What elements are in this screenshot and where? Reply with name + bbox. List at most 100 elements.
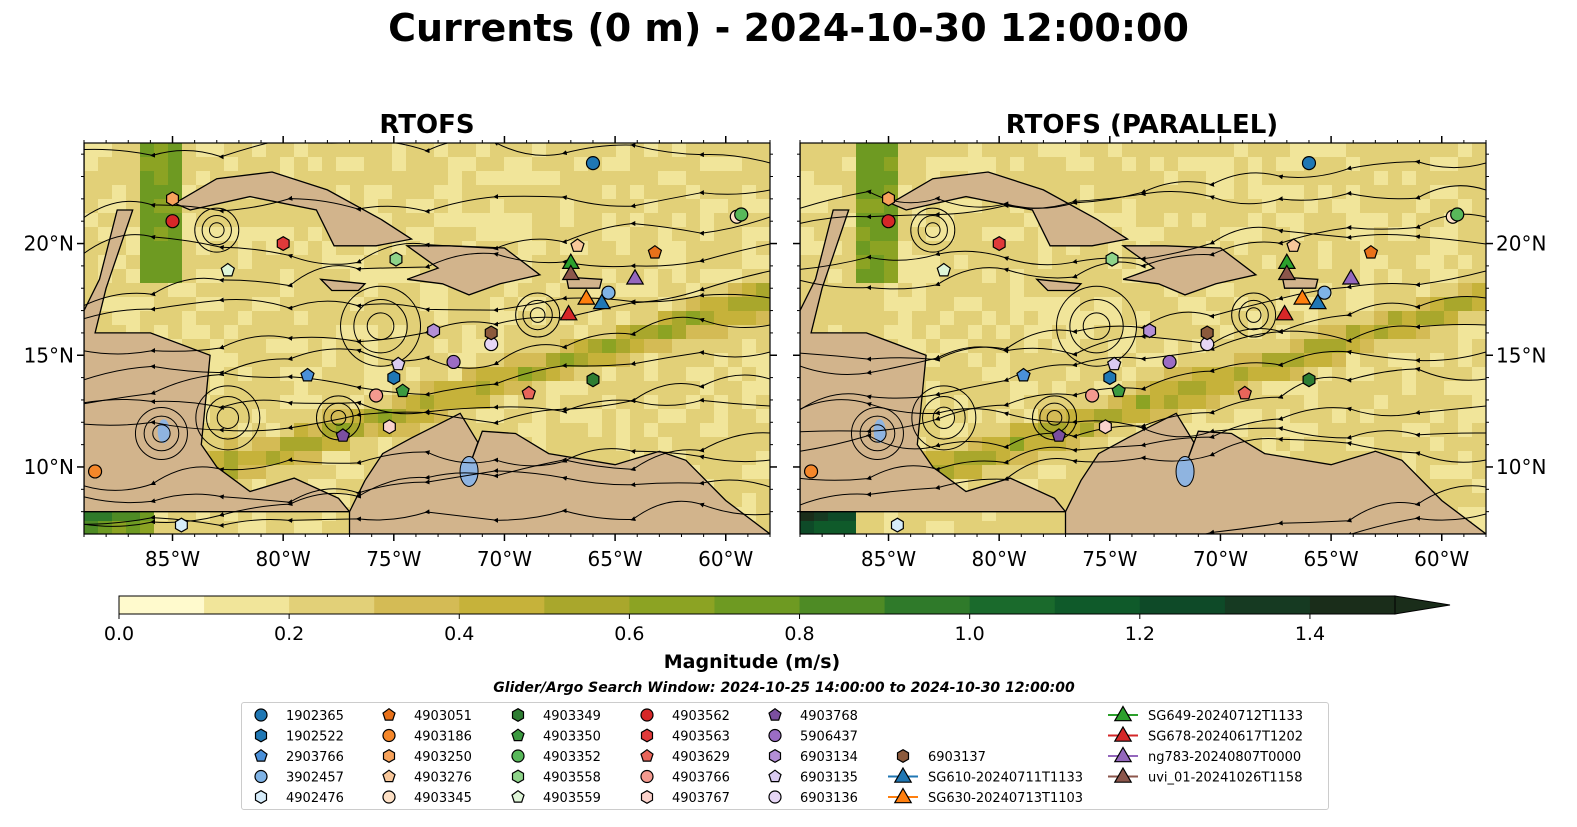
magnitude-cell: [280, 381, 295, 396]
eddy-streamline: [911, 385, 977, 451]
magnitude-cell: [1332, 213, 1347, 228]
magnitude-cell: [898, 269, 913, 284]
magnitude-cell: [602, 255, 617, 270]
magnitude-cell: [364, 283, 379, 298]
magnitude-cell: [602, 311, 617, 326]
magnitude-cell: [1164, 213, 1179, 228]
magnitude-cell: [448, 339, 463, 354]
magnitude-cell: [1066, 325, 1081, 340]
magnitude-cell: [940, 325, 955, 340]
magnitude-cell: [1402, 157, 1417, 172]
magnitude-cell: [630, 381, 645, 396]
magnitude-cell: [756, 269, 770, 284]
magnitude-cell: [954, 367, 969, 382]
legend-entry: 4903766: [640, 769, 730, 786]
magnitude-cell: [800, 171, 815, 186]
magnitude-cell: [1220, 395, 1235, 410]
magnitude-cell: [196, 269, 211, 284]
magnitude-cell: [1066, 297, 1081, 312]
magnitude-cell: [926, 143, 941, 158]
magnitude-cell: [1024, 311, 1039, 326]
magnitude-cell: [462, 311, 477, 326]
magnitude-cell: [546, 199, 561, 214]
magnitude-cell: [1290, 213, 1305, 228]
magnitude-cell: [1010, 325, 1025, 340]
lake-maracaibo: [459, 455, 479, 487]
magnitude-cell: [252, 339, 267, 354]
magnitude-cell: [1430, 479, 1445, 494]
magnitude-cell: [1094, 143, 1109, 158]
magnitude-cell: [1444, 311, 1459, 326]
magnitude-cell: [756, 367, 770, 382]
legend-entry: 1902522: [254, 728, 344, 745]
magnitude-cell: [1304, 143, 1319, 158]
magnitude-cell: [406, 297, 421, 312]
legend-entry: 3902457: [254, 769, 344, 786]
magnitude-cell: [1388, 381, 1403, 396]
magnitude-cell: [686, 269, 701, 284]
magnitude-cell: [182, 269, 197, 284]
streamline: [84, 397, 770, 433]
magnitude-cell: [814, 213, 829, 228]
magnitude-cell: [842, 241, 857, 256]
magnitude-cell: [714, 241, 729, 256]
magnitude-cell: [294, 311, 309, 326]
magnitude-cell: [658, 367, 673, 382]
magnitude-cell: [616, 283, 631, 298]
magnitude-cell: [210, 339, 225, 354]
magnitude-cell: [308, 381, 323, 396]
magnitude-cell: [616, 241, 631, 256]
streamline: [866, 485, 1486, 534]
magnitude-cell: [98, 185, 113, 200]
colorbar-tick-label: 0.4: [444, 623, 474, 645]
magnitude-cell: [322, 381, 337, 396]
platform-marker-6903134: [427, 323, 441, 339]
magnitude-cell: [588, 311, 603, 326]
magnitude-cell: [1150, 157, 1165, 172]
magnitude-cell: [1248, 227, 1263, 242]
platform-marker-4903250: [881, 191, 896, 207]
magnitude-cell: [252, 283, 267, 298]
magnitude-cell: [196, 311, 211, 326]
magnitude-cell: [672, 157, 687, 172]
magnitude-cell: [504, 157, 519, 172]
magnitude-cell: [756, 479, 770, 494]
magnitude-cell: [406, 395, 421, 410]
magnitude-cell: [1318, 381, 1333, 396]
magnitude-cell: [308, 521, 323, 534]
magnitude-cell: [1080, 283, 1095, 298]
platform-markers: [803, 156, 1465, 533]
magnitude-cell: [1332, 409, 1347, 424]
magnitude-cell: [1430, 241, 1445, 256]
magnitude-cell: [728, 227, 743, 242]
magnitude-cell: [1318, 157, 1333, 172]
magnitude-cell: [252, 367, 267, 382]
magnitude-cell: [406, 409, 421, 424]
magnitude-cell: [1388, 157, 1403, 172]
magnitude-cell: [996, 521, 1011, 534]
magnitude-cell: [1430, 437, 1445, 452]
magnitude-cell: [84, 227, 99, 242]
panel-title-rtofs-parallel: RTOFS (PARALLEL): [1006, 110, 1278, 140]
magnitude-cell: [1416, 381, 1431, 396]
magnitude-cell: [644, 269, 659, 284]
magnitude-cell: [1052, 521, 1067, 534]
magnitude-cell: [714, 339, 729, 354]
magnitude-cell: [1038, 255, 1053, 270]
magnitude-cell: [658, 339, 673, 354]
magnitude-cell: [814, 185, 829, 200]
magnitude-cell: [756, 143, 770, 158]
magnitude-cell: [700, 409, 715, 424]
magnitude-cell: [856, 297, 871, 312]
magnitude-cell: [1318, 437, 1333, 452]
magnitude-cell: [1276, 213, 1291, 228]
eddy-streamline: [134, 406, 188, 460]
magnitude-cell: [996, 339, 1011, 354]
magnitude-cell: [842, 227, 857, 242]
eddy-streamline: [206, 395, 250, 440]
magnitude-cell: [1220, 325, 1235, 340]
platform-marker-4903349: [1302, 372, 1316, 388]
magnitude-cell: [700, 143, 715, 158]
platform-marker-1902522: [1103, 370, 1117, 386]
magnitude-cell: [98, 157, 113, 172]
